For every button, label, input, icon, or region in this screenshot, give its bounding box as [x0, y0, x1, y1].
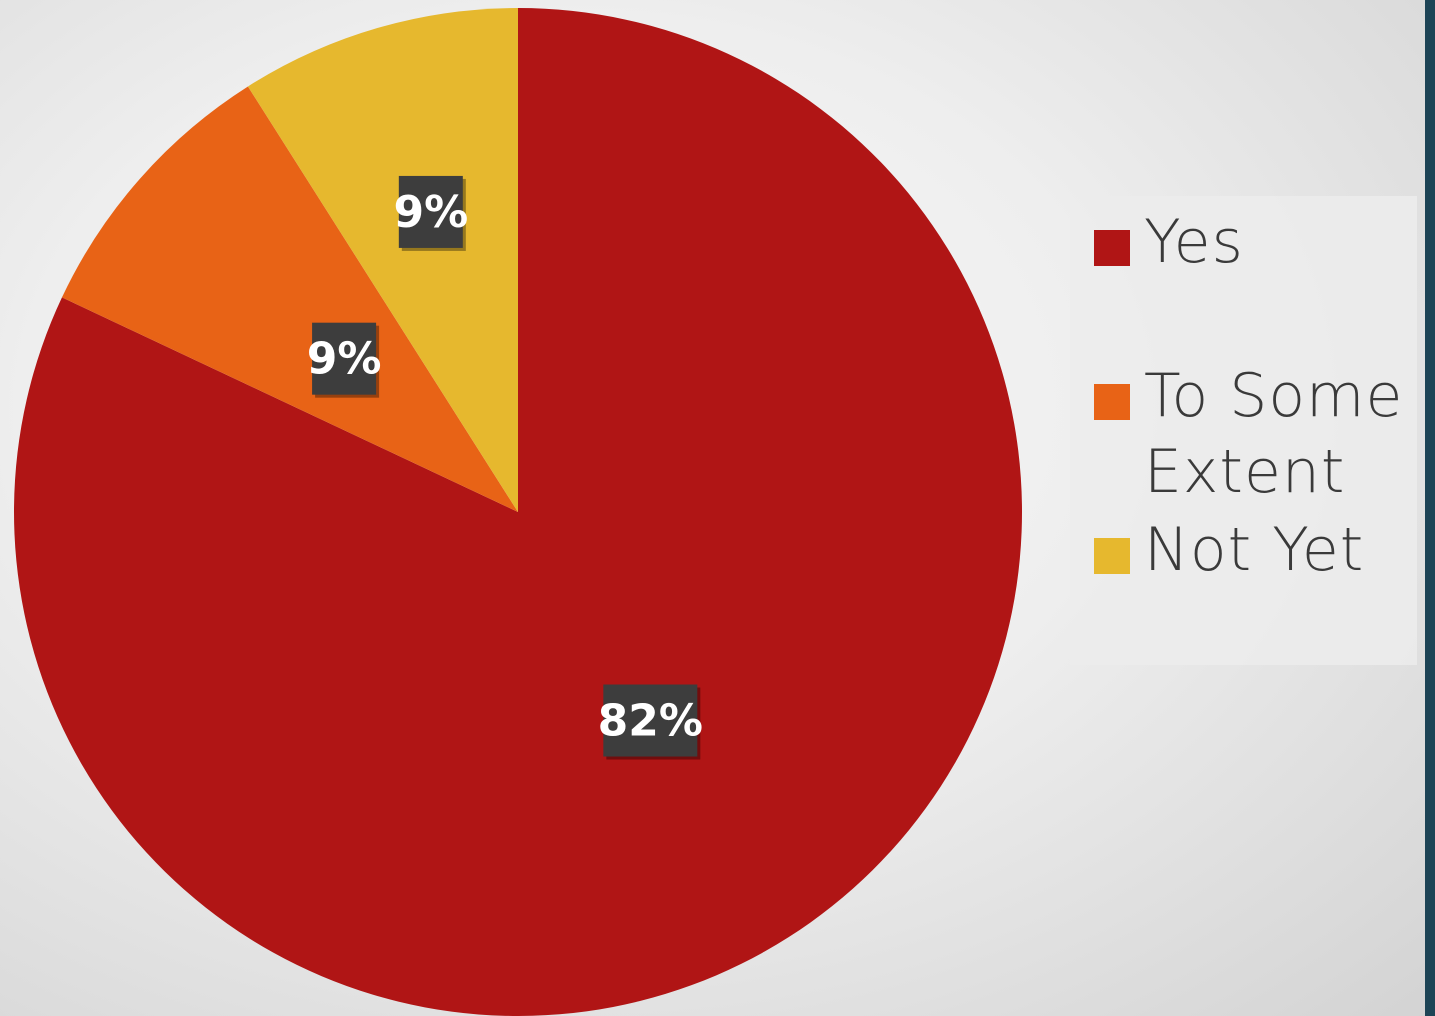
- pie-slice-not-yet: [247, 8, 518, 512]
- data-label-yes: 82%: [598, 684, 703, 760]
- legend-item-not-yet: Not Yet: [1094, 512, 1414, 588]
- data-label-to-some-extent: 9%: [307, 322, 382, 398]
- slide-right-edge: [1425, 0, 1435, 1016]
- data-label-text-to-some-extent: 9%: [307, 334, 382, 385]
- legend-swatch-not-yet: [1094, 538, 1130, 574]
- legend-item-yes: Yes: [1094, 204, 1414, 280]
- data-label-text-yes: 82%: [598, 696, 703, 747]
- legend-swatch-to-some-extent: [1094, 384, 1130, 420]
- pie-slice-to-some-extent: [61, 86, 519, 512]
- legend-label-not-yet: Not Yet: [1144, 515, 1365, 585]
- legend-item-to-some-extent: To Some Extent: [1094, 358, 1414, 510]
- data-label-not-yet: 9%: [393, 175, 468, 251]
- legend-swatch-yes: [1094, 230, 1130, 266]
- legend-label-yes: Yes: [1144, 207, 1244, 277]
- pie-slices: [14, 8, 1022, 1016]
- pie-slice-yes: [14, 8, 1022, 1016]
- data-label-text-not-yet: 9%: [393, 187, 468, 238]
- pie-data-labels: 82% 9% 9%: [307, 175, 703, 760]
- chart-legend: Yes To Some Extent Not Yet: [1070, 196, 1417, 665]
- legend-label-to-some-extent: To Some Extent: [1144, 361, 1404, 507]
